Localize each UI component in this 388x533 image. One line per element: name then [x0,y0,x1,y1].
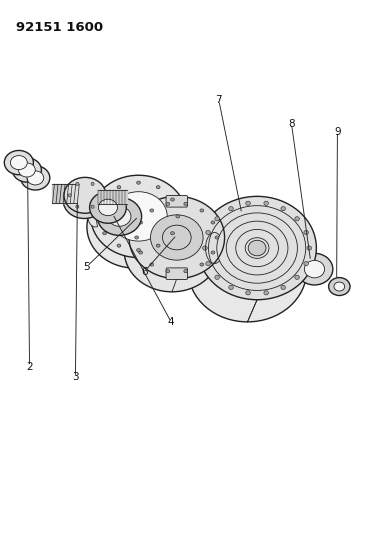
Text: 7: 7 [216,95,222,106]
Ellipse shape [137,181,140,184]
Ellipse shape [203,246,207,250]
Ellipse shape [206,230,210,235]
Ellipse shape [10,156,27,169]
Ellipse shape [304,261,325,278]
Text: 2: 2 [26,362,33,372]
Ellipse shape [215,236,219,239]
Ellipse shape [246,201,250,205]
Ellipse shape [4,150,33,175]
Ellipse shape [12,158,42,182]
Ellipse shape [304,262,308,266]
Ellipse shape [99,193,102,197]
Ellipse shape [264,290,268,295]
Ellipse shape [129,196,225,279]
Ellipse shape [184,270,188,273]
Ellipse shape [229,206,233,211]
Ellipse shape [166,270,170,273]
Ellipse shape [68,193,71,197]
Ellipse shape [87,186,182,268]
Ellipse shape [110,192,167,241]
Ellipse shape [150,263,154,266]
Ellipse shape [281,206,286,211]
Ellipse shape [211,221,215,224]
Ellipse shape [304,230,308,235]
Ellipse shape [171,198,175,201]
Ellipse shape [198,196,316,300]
Ellipse shape [137,248,140,252]
Text: 4: 4 [168,317,174,327]
Ellipse shape [135,236,139,239]
Ellipse shape [19,163,35,177]
Ellipse shape [27,171,44,185]
Ellipse shape [76,182,79,185]
Ellipse shape [76,205,79,208]
Ellipse shape [91,175,186,257]
Ellipse shape [229,285,233,289]
Ellipse shape [215,275,220,279]
Ellipse shape [64,177,106,213]
Ellipse shape [200,263,204,266]
Ellipse shape [156,244,160,247]
Ellipse shape [97,197,142,236]
Ellipse shape [188,219,307,322]
Ellipse shape [307,246,312,250]
Ellipse shape [246,290,250,295]
Ellipse shape [108,206,131,227]
Ellipse shape [97,215,101,218]
Ellipse shape [151,215,203,260]
Ellipse shape [156,185,160,189]
Ellipse shape [21,166,50,190]
Ellipse shape [124,209,220,292]
Wedge shape [88,206,97,227]
Ellipse shape [117,185,121,189]
Ellipse shape [329,278,350,295]
Ellipse shape [90,191,126,223]
Ellipse shape [166,202,170,205]
Ellipse shape [150,209,154,212]
Ellipse shape [264,201,268,205]
Ellipse shape [171,232,175,235]
Ellipse shape [281,285,286,289]
Text: 6: 6 [141,267,147,277]
Ellipse shape [248,240,266,256]
Ellipse shape [295,217,300,221]
Ellipse shape [117,244,121,247]
Ellipse shape [176,215,180,218]
Text: 9: 9 [334,127,341,137]
FancyBboxPatch shape [166,268,187,279]
Ellipse shape [184,202,188,205]
Ellipse shape [215,217,220,221]
Ellipse shape [334,282,345,291]
Ellipse shape [295,275,300,279]
FancyBboxPatch shape [166,196,187,207]
Ellipse shape [206,262,210,266]
Ellipse shape [139,251,142,254]
Ellipse shape [200,209,204,212]
Text: 3: 3 [72,372,79,382]
Ellipse shape [103,232,107,235]
Ellipse shape [91,182,94,185]
Ellipse shape [99,199,118,216]
Ellipse shape [296,253,333,285]
Ellipse shape [103,198,107,201]
Text: 5: 5 [83,262,90,271]
Ellipse shape [63,183,105,219]
Ellipse shape [91,205,94,208]
Ellipse shape [211,251,215,254]
Text: 8: 8 [288,119,295,129]
Ellipse shape [139,221,142,224]
Text: 92151 1600: 92151 1600 [16,21,103,34]
